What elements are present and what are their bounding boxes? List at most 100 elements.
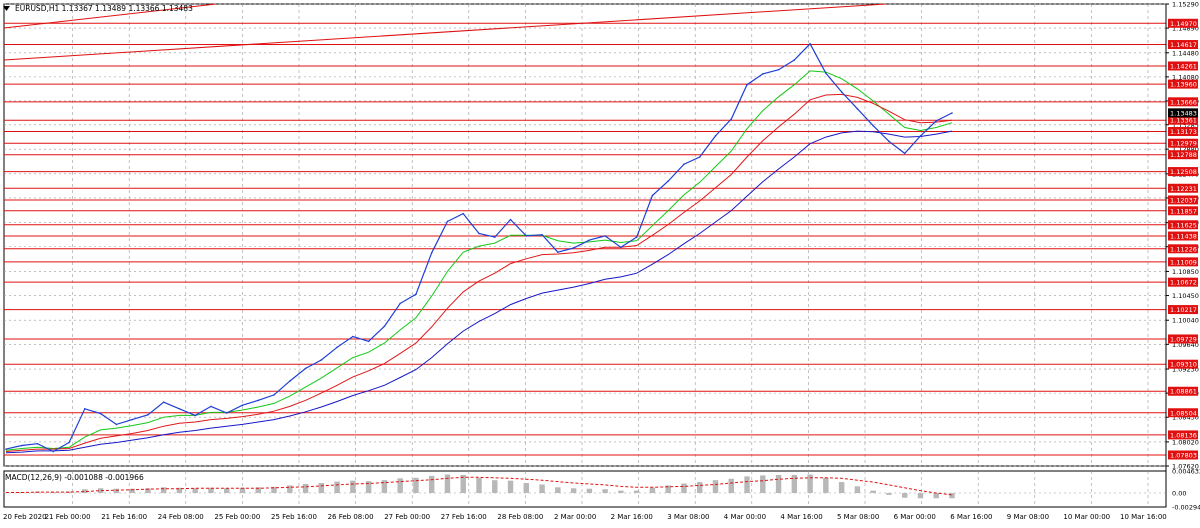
x-tick-label: 6 Mar 16:00 [950,513,992,521]
y-tick-label: 1.09640 [1172,341,1199,349]
x-tick-label: 27 Feb 16:00 [441,513,487,521]
level-price-box [1168,257,1198,267]
y-tick-label: 1.10040 [1172,317,1199,325]
price-point [257,399,260,402]
price-point [273,394,275,396]
x-tick-label: 6 Mar 00:00 [894,513,936,521]
price-point [99,412,102,415]
macd-bar [255,487,261,494]
level-price-label: 1.13960 [1170,81,1197,89]
macd-bar [444,474,451,494]
price-point [36,442,39,445]
macd-title: MACD(12,26,9) -0.001088 -0.001966 [5,473,144,482]
price-point [572,247,575,249]
x-tick-label: 9 Mar 08:00 [1007,513,1049,521]
x-tick-label: 10 Mar 00:00 [1063,513,1110,521]
price-point [210,405,212,408]
macd-bar [460,474,466,494]
level-price-label: 1.08504 [1170,409,1197,417]
price-point [383,325,386,328]
level-price-label: 1.12788 [1170,151,1197,159]
price-point [336,346,338,349]
macd-bar [192,488,198,494]
x-tick-label: 21 Feb 00:00 [45,513,91,521]
trendline-upper[interactable] [3,3,217,29]
ma-mid-line [5,93,953,452]
current-price-label: 1.13483 [1170,109,1197,117]
macd-bar [334,481,340,494]
macd-bar [208,487,214,494]
price-point [367,340,370,343]
level-price-label: 1.10672 [1170,279,1197,287]
level-price-label: 1.13173 [1170,128,1197,136]
price-point [541,233,543,236]
x-tick-label: 5 Mar 08:00 [837,513,879,521]
macd-bar [302,483,309,494]
macd-bar [760,475,766,494]
macd-bar [97,488,104,494]
price-point [667,180,669,182]
price-point [320,359,323,361]
y-tick-label: 1.15290 [1172,1,1199,9]
chart-menu-icon[interactable] [3,6,10,11]
level-price-label: 1.11226 [1170,245,1197,253]
macd-bar [886,493,892,495]
y-tick-label: 1.14890 [1172,25,1199,33]
grid-layer [3,3,1167,508]
price-point [604,235,606,237]
y-tick-label: 1.14080 [1172,73,1199,81]
level-price-box [1168,408,1198,418]
price-point [919,135,922,137]
level-price-box [1168,231,1198,241]
price-point [935,120,938,122]
price-point [777,68,780,71]
x-tick-label: 26 Feb 08:00 [328,513,374,521]
macd-bar [176,487,183,494]
x-tick-label: 24 Feb 08:00 [158,513,204,521]
macd-bar [239,487,246,494]
level-price-box [1168,18,1198,28]
macd-bar [160,487,167,494]
price-point [840,91,843,93]
macd-bar [791,474,798,494]
price-point [872,124,874,127]
macd-bar [681,483,687,494]
x-tick-label: 20 Feb 2020 [3,513,47,521]
level-price-label: 1.10217 [1170,306,1197,314]
macd-bar [697,482,703,494]
level-price-label: 1.13361 [1170,117,1197,125]
price-point [446,220,449,223]
level-price-label: 1.12231 [1170,185,1197,193]
level-price-label: 1.12037 [1170,196,1197,204]
macd-bar [823,477,829,494]
price-point [178,407,181,410]
macd-bar [838,482,845,494]
y-tick-label: 1.13285 [1172,121,1199,129]
level-price-box [1168,127,1198,137]
trend-lines[interactable] [3,3,887,61]
macd-bar [618,490,624,494]
trendline-lower[interactable] [3,3,887,61]
level-price-label: 1.08136 [1170,431,1197,439]
macd-bar [854,486,861,494]
price-point [557,251,559,253]
level-price-label: 1.08861 [1170,388,1197,396]
level-price-box [1168,97,1198,107]
macd-bar [82,489,88,494]
x-tick-label: 28 Feb 08:00 [497,513,543,521]
horizontal-levels[interactable] [4,22,1166,456]
price-point [888,140,890,143]
level-price-box [1168,450,1198,460]
level-price-box [1168,430,1198,440]
level-price-box [1168,305,1198,315]
macd-bar [381,480,388,494]
price-point [478,232,480,235]
y-tick-label: 1.08430 [1172,414,1199,422]
macd-bar [917,493,924,499]
level-price-label: 1.12508 [1170,168,1197,176]
macd-bar [492,480,498,494]
price-point [762,73,764,75]
